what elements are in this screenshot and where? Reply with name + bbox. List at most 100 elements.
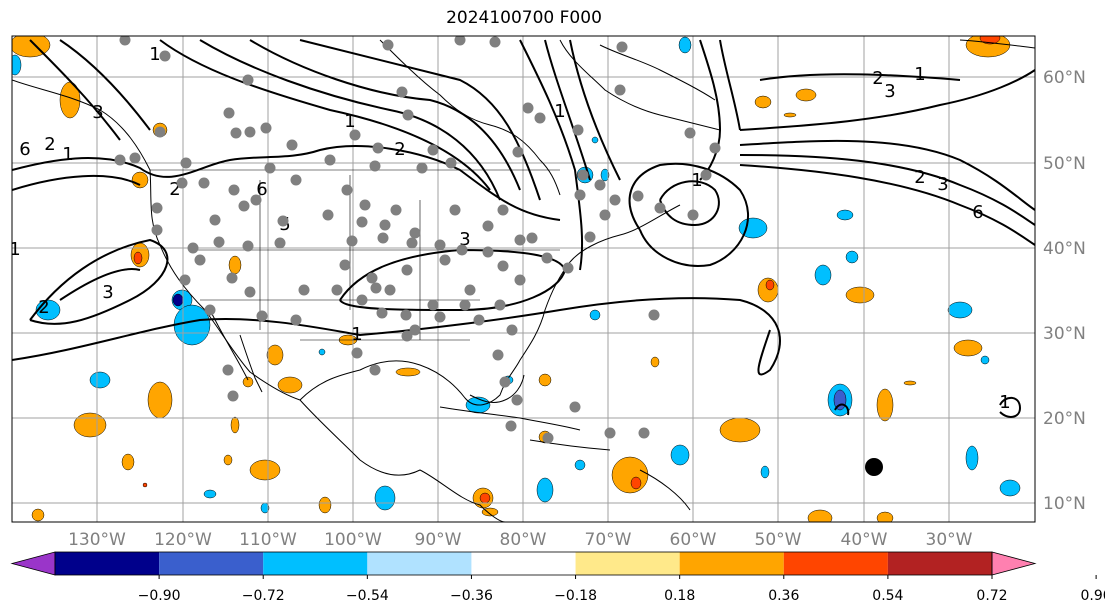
station-dot [489, 36, 501, 48]
station-dot [379, 219, 391, 231]
anomaly-blob [738, 217, 768, 239]
station-dot [434, 239, 446, 251]
colorbar-tick-label: 0.36 [768, 588, 799, 604]
map-frame [11, 35, 1036, 523]
station-dot [250, 194, 262, 206]
contour-label: 3 [884, 81, 895, 102]
colorbar-tick-label: 0.90 [1081, 588, 1105, 604]
colorbar-tick-label: 0.18 [664, 588, 695, 604]
contour-label: 1 [691, 170, 702, 191]
anomaly-blob [814, 264, 832, 286]
station-dot [464, 284, 476, 296]
contour-label: 1 [351, 324, 362, 345]
colorbar-segment [367, 552, 472, 575]
anomaly-blob [131, 171, 149, 189]
station-dot [176, 177, 188, 189]
station-dot [114, 154, 126, 166]
contour-label: 3 [459, 229, 470, 250]
anomaly-blob [89, 371, 111, 389]
colorbar-min-arrow [10, 551, 56, 576]
station-dot [648, 309, 660, 321]
large-black-dot [865, 458, 883, 476]
station-dot [346, 235, 358, 247]
anomaly-blob [836, 209, 854, 221]
colorbar-frame [54, 551, 993, 576]
anomaly-blob [980, 355, 990, 365]
station-dot [349, 129, 361, 141]
station-dot [473, 314, 485, 326]
contour-label: 3 [92, 102, 103, 123]
anomaly-blob [479, 492, 491, 504]
station-dot [256, 310, 268, 322]
anomaly-blob [965, 445, 979, 471]
station-dot [497, 204, 509, 216]
station-dot [494, 299, 506, 311]
station-dot [376, 307, 388, 319]
station-dot [359, 199, 371, 211]
anomaly-blob [876, 511, 894, 522]
anomaly-blob [670, 444, 690, 466]
station-dot [604, 427, 616, 439]
anomaly-blob [481, 507, 499, 517]
longitude-label: 100°W [324, 530, 382, 550]
station-dot [356, 216, 368, 228]
station-dot [159, 50, 171, 62]
contour-label: 6 [256, 179, 267, 200]
station-dot [577, 169, 589, 181]
longitude-label: 90°W [415, 530, 462, 550]
station-dot [213, 236, 225, 248]
longitude-label: 50°W [755, 530, 802, 550]
latitude-label: 30°N [1043, 324, 1086, 344]
station-dot [616, 41, 628, 53]
anomaly-blob [591, 136, 599, 144]
station-dot [179, 274, 191, 286]
contour-labels: 112361236512316123211321 [9, 44, 1011, 413]
coastlines [12, 39, 1035, 522]
anomaly-blob [242, 376, 254, 388]
station-dot [449, 204, 461, 216]
colorbar-tick-label: −0.90 [138, 588, 181, 604]
contour-label: 1 [999, 392, 1010, 413]
anomaly-blob [31, 508, 45, 522]
station-dot [614, 84, 626, 96]
station-dot [687, 209, 699, 221]
station-dot [286, 139, 298, 151]
station-dot [497, 260, 509, 272]
station-dot [244, 126, 256, 138]
anomaly-blob [807, 509, 833, 522]
colorbar-segment [159, 552, 264, 575]
anomaly-blob [12, 54, 22, 76]
anomaly-blob [223, 454, 233, 466]
map-title: 2024100700 F000 [446, 8, 602, 28]
station-dot [709, 142, 721, 154]
anomaly-blob [142, 482, 148, 488]
latitude-label: 60°N [1043, 68, 1086, 88]
contour-label: 1 [9, 239, 20, 260]
latitude-label: 20°N [1043, 409, 1086, 429]
colorbar-segment [55, 552, 160, 575]
station-dot [700, 169, 712, 181]
latitude-label: 50°N [1043, 154, 1086, 174]
station-dot [339, 259, 351, 271]
station-dot [572, 124, 584, 136]
anomaly-blob [845, 250, 859, 264]
latitude-label: 40°N [1043, 239, 1086, 259]
station-dot [514, 234, 526, 246]
station-dot [384, 284, 396, 296]
contour-label: 2 [914, 167, 925, 188]
latitude-label: 10°N [1043, 494, 1086, 514]
station-dot [244, 286, 256, 298]
station-dot [377, 232, 389, 244]
station-dot [599, 209, 611, 221]
colorbar: −0.90 −0.72 −0.54 −0.36 −0.18 0.18 0.36 0.54 0.7… [10, 551, 1105, 604]
station-dot [204, 304, 216, 316]
station-dot [609, 194, 621, 206]
anomaly-blob [230, 416, 240, 434]
station-dot [534, 112, 546, 124]
anomaly-blob [795, 88, 817, 102]
station-dot [187, 242, 199, 254]
station-dot [341, 184, 353, 196]
colorbar-segment [783, 552, 888, 575]
colorbar-segment [575, 552, 680, 575]
